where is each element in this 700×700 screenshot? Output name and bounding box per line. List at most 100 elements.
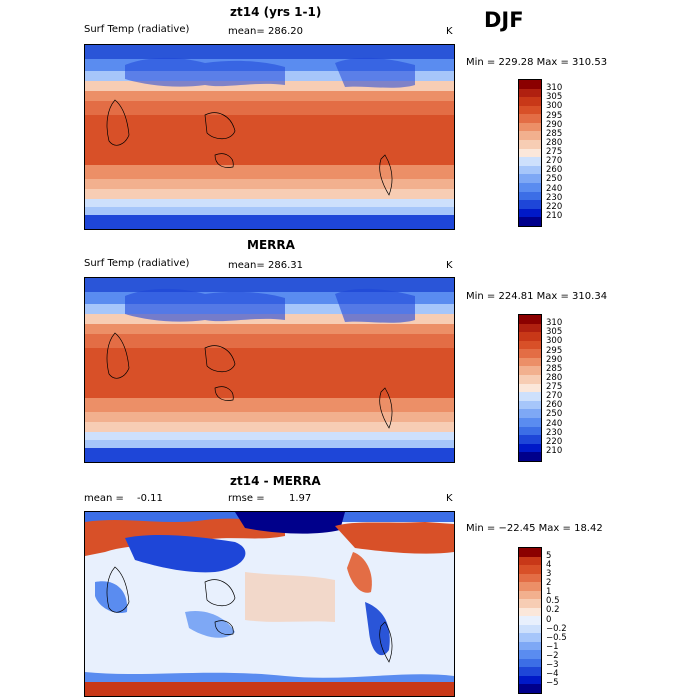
colorbar-segment (519, 122, 541, 132)
colorbar-tick-label: −0.2 (546, 623, 567, 634)
colorbar-tick-label: 3 (546, 569, 552, 580)
colorbar-tick-label: −3 (546, 659, 559, 670)
minmax-obs: Min = 224.81 Max = 310.34 (466, 291, 608, 302)
map-diff (84, 511, 455, 697)
variable-label-model: Surf Temp (radiative) (84, 24, 190, 35)
colorbar-segment (519, 556, 541, 566)
colorbar-tick-label: 285 (546, 363, 563, 374)
colorbar-segment (519, 383, 541, 393)
colorbar-segment (519, 174, 541, 183)
colorbar-segment (519, 191, 541, 201)
colorbar-tick-label: 275 (546, 382, 563, 392)
colorbar-segment (519, 315, 541, 324)
colorbar-tick-label: 250 (546, 174, 563, 185)
colorbar-segment (519, 667, 541, 676)
colorbar-segment (519, 217, 541, 226)
colorbar-segment (519, 200, 541, 209)
panel-title-diff: zt14 - MERRA (230, 474, 321, 488)
colorbar-tick-label: 2 (546, 578, 552, 589)
colorbar-segment (519, 650, 541, 659)
colorbar-tick-label: 210 (546, 210, 563, 221)
colorbar-segment (519, 658, 541, 668)
season-label: DJF (484, 8, 524, 32)
colorbar-segment (519, 548, 541, 557)
colorbar-segment (519, 165, 541, 175)
colorbar-segment (519, 443, 541, 453)
colorbar-segment (519, 80, 541, 89)
colorbar-tick-label: 310 (546, 318, 563, 329)
colorbar-fill-model (519, 80, 541, 226)
colorbar-segment (519, 624, 541, 634)
colorbar-tick-label: 290 (546, 119, 563, 130)
colorbar-segment (519, 349, 541, 358)
panel-title-model: zt14 (yrs 1-1) (230, 5, 322, 19)
mean-value-diff: -0.11 (137, 493, 163, 504)
colorbar-segment (519, 426, 541, 436)
rmse-label-diff: rmse = (228, 493, 265, 504)
mean-label-obs: mean= (228, 260, 265, 271)
colorbar-segment (519, 88, 541, 98)
colorbar-tick-label: 295 (546, 345, 563, 356)
colorbar-segment (519, 208, 541, 218)
colorbar-tick-label: 5 (546, 551, 552, 562)
colorbar-segment (519, 114, 541, 123)
colorbar-segment (519, 157, 541, 166)
colorbar-tick-label: 220 (546, 436, 563, 447)
colorbar-segment (519, 148, 541, 158)
colorbar-segment (519, 105, 541, 115)
colorbar-segment (519, 435, 541, 444)
colorbar-segment (519, 375, 541, 384)
colorbar-tick-label: −2 (546, 650, 559, 661)
colorbar-model (518, 79, 542, 227)
colorbar-ticks-model: 310 305 300 295 290 285 280 275 270 260 250 240 230 2… (546, 79, 586, 225)
colorbar-segment (519, 417, 541, 427)
colorbar-tick-label: 210 (546, 445, 563, 456)
colorbar-tick-label: 230 (546, 427, 563, 438)
colorbar-segment (519, 392, 541, 401)
colorbar-tick-label: 275 (546, 147, 563, 157)
colorbar-tick-label: 230 (546, 192, 563, 203)
colorbar-segment (519, 131, 541, 141)
units-model: K (446, 26, 453, 37)
colorbar-tick-label: 305 (546, 92, 563, 103)
colorbar-segment (519, 599, 541, 608)
colorbar-segment (519, 340, 541, 350)
colorbar-segment (519, 409, 541, 418)
colorbar-tick-label: 285 (546, 128, 563, 139)
colorbar-tick-label: 290 (546, 354, 563, 365)
colorbar-ticks-diff: 5 4 3 2 1 0.5 0.2 0 −0.2 −0.5 −1 −2 −3 −4 −5 (546, 547, 586, 692)
colorbar-tick-label: −4 (546, 668, 559, 679)
colorbar-tick-label: 310 (546, 83, 563, 94)
variable-label-obs: Surf Temp (radiative) (84, 258, 190, 269)
colorbar-segment (519, 573, 541, 583)
colorbar-segment (519, 332, 541, 341)
colorbar-segment (519, 400, 541, 410)
colorbar-segment (519, 675, 541, 685)
colorbar-tick-label: 240 (546, 183, 563, 194)
colorbar-tick-label: 1 (546, 587, 552, 598)
colorbar-tick-label: 250 (546, 409, 563, 420)
colorbar-segment (519, 607, 541, 617)
colorbar-tick-label: 295 (546, 110, 563, 121)
colorbar-segment (519, 366, 541, 376)
colorbar-segment (519, 616, 541, 625)
colorbar-tick-label: 280 (546, 372, 563, 383)
colorbar-tick-label: 0 (546, 614, 552, 625)
colorbar-tick-label: 270 (546, 391, 563, 402)
colorbar-segment (519, 565, 541, 574)
colorbar-tick-label: 260 (546, 165, 563, 176)
units-diff: K (446, 493, 453, 504)
colorbar-obs (518, 314, 542, 462)
mean-value-model: 286.20 (268, 26, 303, 37)
colorbar-tick-label: 4 (546, 560, 552, 571)
colorbar-fill-obs (519, 315, 541, 461)
colorbar-segment (519, 641, 541, 651)
mean-value-obs: 286.31 (268, 260, 303, 271)
mean-label-diff: mean = (84, 493, 124, 504)
colorbar-tick-label: −5 (546, 677, 559, 688)
rmse-value-diff: 1.97 (289, 493, 312, 504)
units-obs: K (446, 260, 453, 271)
colorbar-segment (519, 590, 541, 600)
map-obs (84, 277, 455, 463)
colorbar-ticks-obs: 310 305 300 295 290 285 280 275 270 260 250 240 230 2… (546, 314, 586, 460)
